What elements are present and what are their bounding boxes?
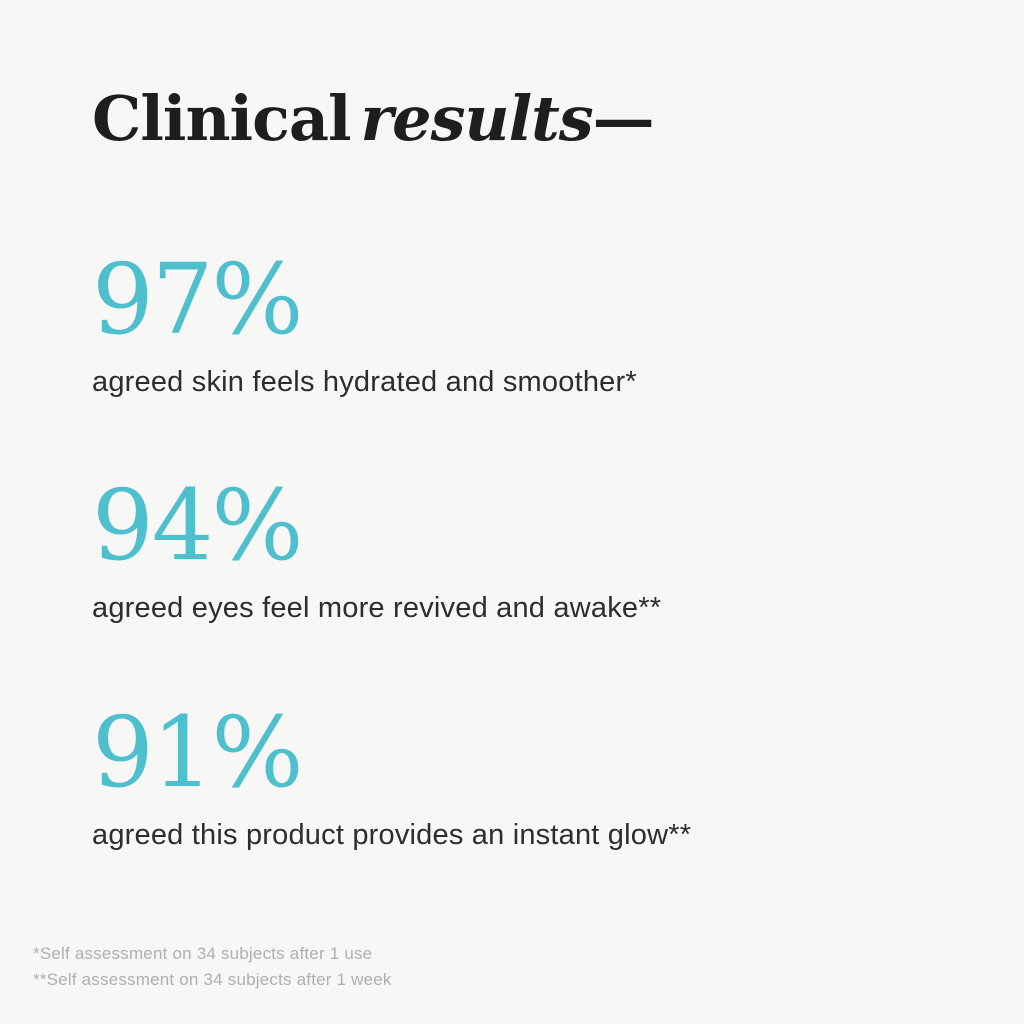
title-em-dash: — — [592, 82, 655, 155]
stat-item-hydration: 97% agreed skin feels hydrated and smoot… — [92, 251, 964, 399]
footnote-line-1: *Self assessment on 34 subjects after 1 … — [33, 944, 373, 963]
footnote-line-2: **Self assessment on 34 subjects after 1… — [33, 970, 392, 989]
stat-value: 97% — [92, 243, 304, 357]
stat-description: agreed eyes feel more revived and awake*… — [92, 592, 662, 625]
stat-value: 94% — [92, 469, 304, 583]
page-title: Clinical results— — [92, 86, 964, 151]
stat-value: 91% — [92, 695, 304, 809]
stats-list: 97% agreed skin feels hydrated and smoot… — [92, 251, 964, 852]
stat-description: agreed this product provides an instant … — [92, 818, 692, 851]
footnotes: *Self assessment on 34 subjects after 1 … — [33, 941, 392, 993]
stat-item-glow: 91% agreed this product provides an inst… — [92, 704, 964, 852]
stat-item-eyes: 94% agreed eyes feel more revived and aw… — [92, 477, 964, 625]
stat-description: agreed skin feels hydrated and smoother* — [92, 366, 637, 399]
main-content: Clinical results— 97% agreed skin feels h… — [92, 86, 964, 852]
title-word-results: results — [360, 82, 593, 155]
title-word-clinical: Clinical — [92, 82, 352, 155]
